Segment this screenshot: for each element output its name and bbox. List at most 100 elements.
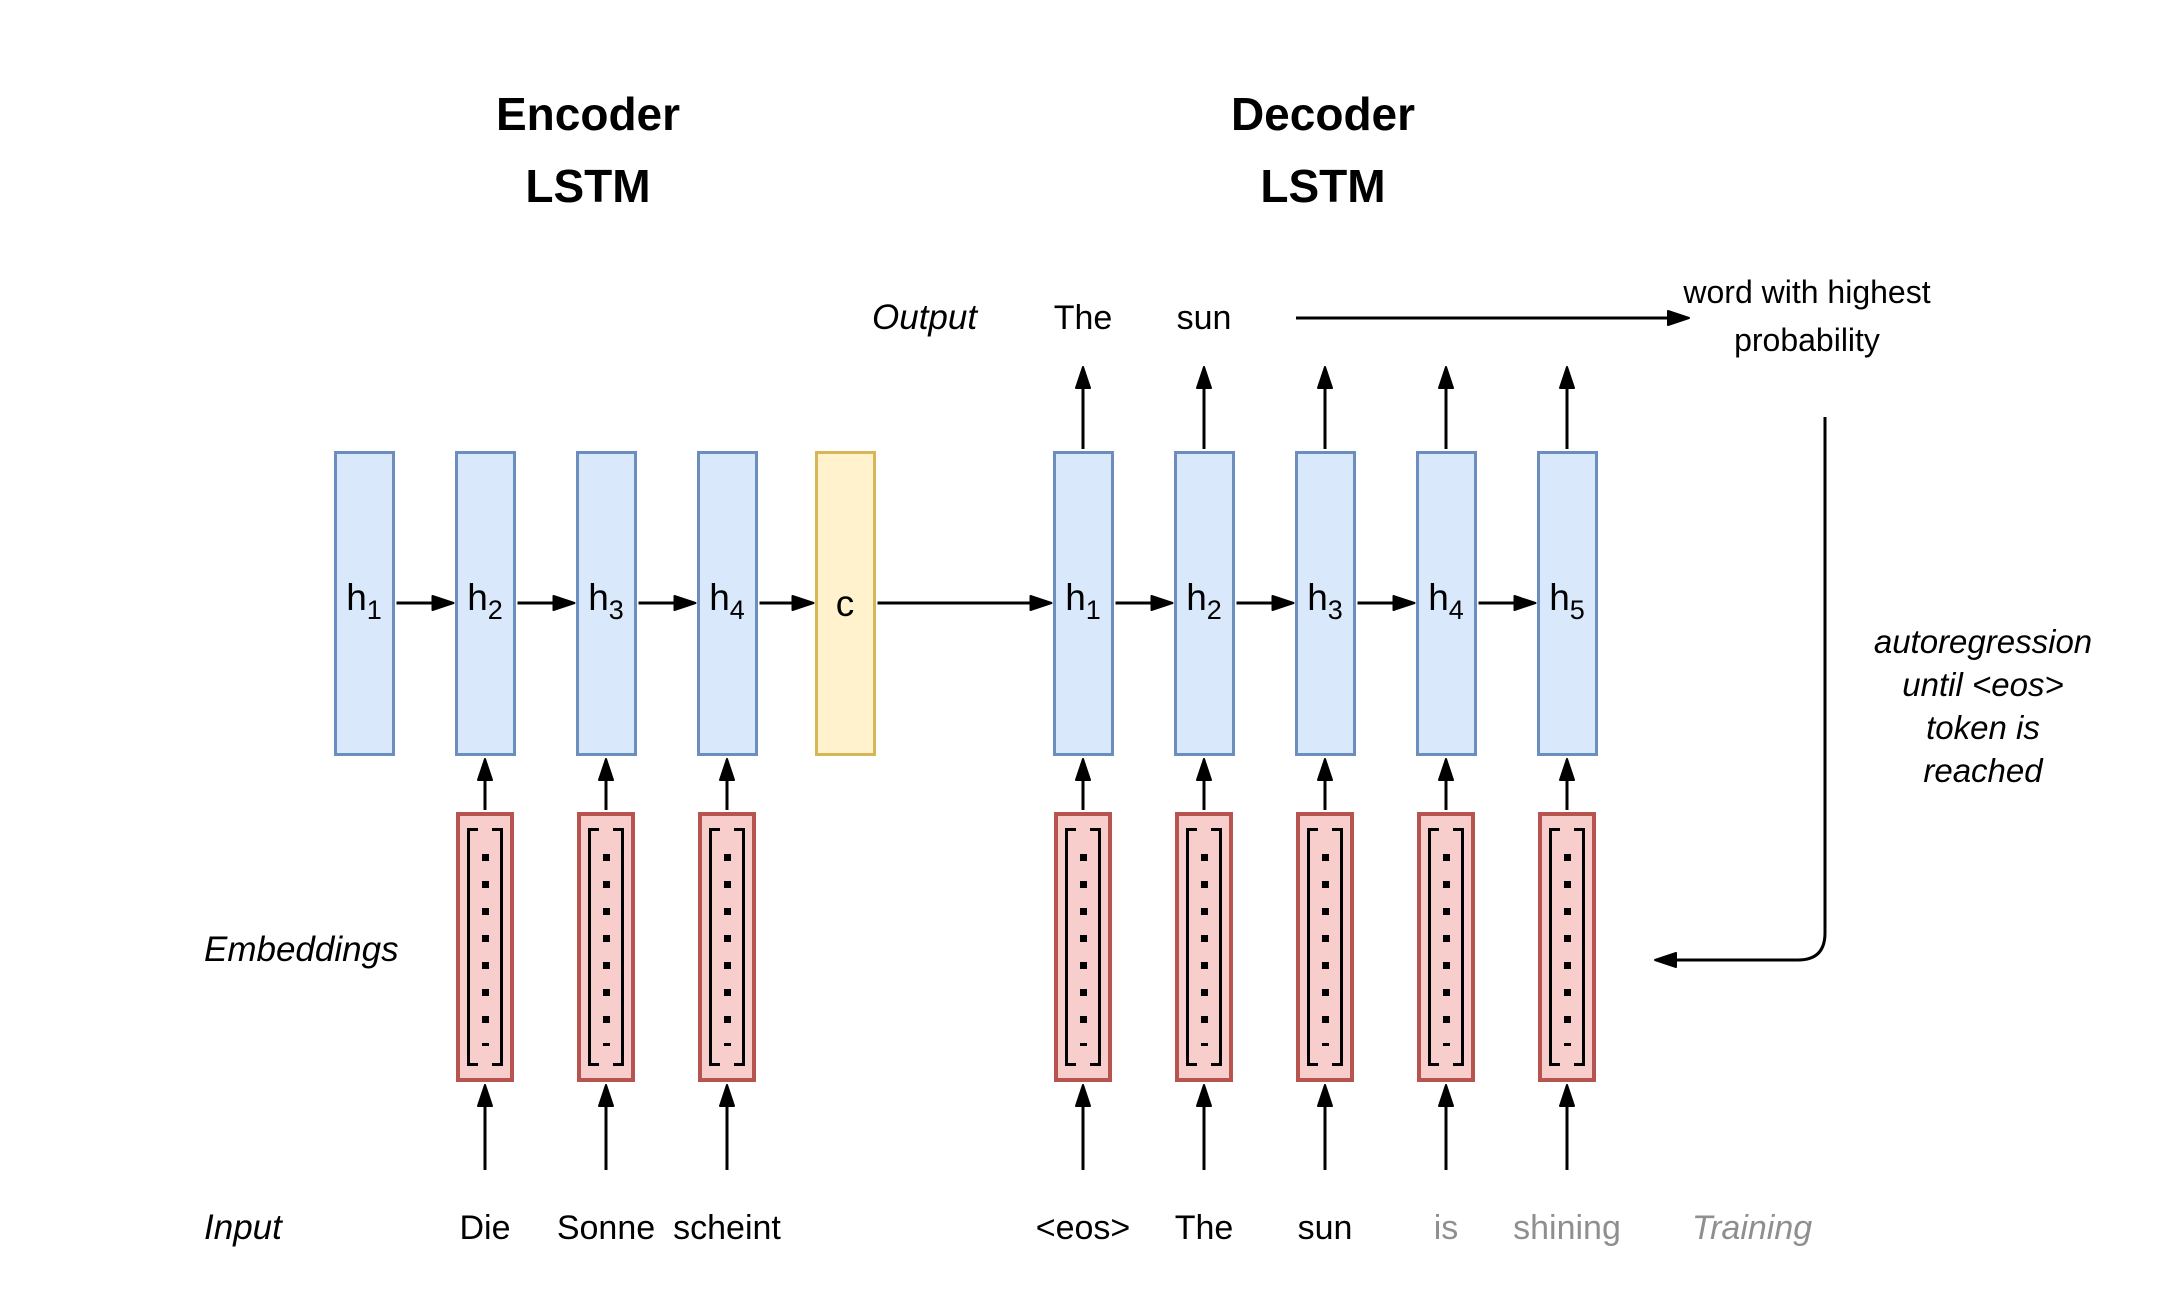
decoder-unit-h2: h2 — [1173, 451, 1235, 756]
decoder-unit-h4-base: h — [1428, 576, 1449, 618]
vector-dots — [481, 854, 489, 1046]
decoder-input-word: The — [1174, 1209, 1234, 1247]
decoder-unit-h5-subscript: 5 — [1569, 594, 1585, 625]
highest-probability-note-line2: probability — [1734, 322, 1880, 358]
output-row-label: Output — [872, 298, 978, 337]
encoder-title-line1: Encoder — [495, 88, 681, 140]
encoder-title-line2: LSTM — [525, 160, 651, 212]
vector-dots — [1563, 854, 1571, 1046]
vector-bracket-left — [1307, 828, 1318, 1066]
encoder-unit-h1-label: h1 — [346, 579, 382, 629]
encoder-unit-h4-base: h — [709, 576, 730, 618]
encoder-input-word: Die — [459, 1209, 511, 1247]
embedding-vector — [1417, 812, 1475, 1082]
decoder-unit-h3-base: h — [1307, 576, 1328, 618]
decoder-unit-h5: h5 — [1536, 451, 1598, 756]
autoregression-note-line2: until <eos> — [1902, 666, 2064, 703]
decoder-input-word: is — [1433, 1209, 1459, 1247]
vector-bracket-right — [734, 828, 745, 1066]
vector-bracket-left — [1549, 828, 1560, 1066]
embedding-vector — [1175, 812, 1233, 1082]
embedding-vector — [698, 812, 756, 1082]
encoder-unit-h4-label: h4 — [709, 579, 745, 629]
encoder-title: Encoder LSTM — [496, 78, 680, 222]
decoder-unit-h3-subscript: 3 — [1327, 594, 1343, 625]
decoder-input-word: sun — [1297, 1209, 1353, 1247]
encoder-unit-h4-subscript: 4 — [729, 594, 745, 625]
encoder-unit-h2-base: h — [467, 576, 488, 618]
embedding-vector — [1054, 812, 1112, 1082]
decoder-unit-h1: h1 — [1052, 451, 1114, 756]
encoder-unit-h2-label: h2 — [467, 579, 503, 629]
training-label: Training — [1691, 1209, 1813, 1247]
encoder-unit-h2: h2 — [454, 451, 516, 756]
vector-bracket-left — [588, 828, 599, 1066]
decoder-unit-h2-subscript: 2 — [1206, 594, 1222, 625]
context-vector-label: c — [835, 583, 855, 624]
decoder-unit-h1-base: h — [1065, 576, 1086, 618]
highest-probability-note-line1: word with highest — [1683, 274, 1931, 310]
embedding-vector — [456, 812, 514, 1082]
decoder-title-line1: Decoder — [1230, 88, 1416, 140]
vector-dots — [1321, 854, 1329, 1046]
vector-bracket-right — [613, 828, 624, 1066]
vector-bracket-right — [1332, 828, 1343, 1066]
embedding-vector — [1296, 812, 1354, 1082]
decoder-unit-h1-subscript: 1 — [1085, 594, 1101, 625]
decoder-input-word: <eos> — [1035, 1209, 1131, 1247]
output-word: The — [1053, 299, 1113, 337]
vector-bracket-left — [709, 828, 720, 1066]
embedding-vector — [577, 812, 635, 1082]
vector-bracket-left — [1428, 828, 1439, 1066]
vector-bracket-left — [467, 828, 478, 1066]
input-row-label: Input — [204, 1208, 282, 1247]
vector-dots — [1200, 854, 1208, 1046]
encoder-unit-h1: h1 — [333, 451, 395, 756]
vector-dots — [723, 854, 731, 1046]
decoder-unit-h4: h4 — [1415, 451, 1477, 756]
vector-bracket-right — [1090, 828, 1101, 1066]
encoder-unit-h2-subscript: 2 — [487, 594, 503, 625]
decoder-unit-h3-label: h3 — [1307, 579, 1343, 629]
encoder-unit-h1-base: h — [346, 576, 367, 618]
autoregression-note-line4: reached — [1923, 752, 2043, 789]
decoder-unit-h4-subscript: 4 — [1448, 594, 1464, 625]
autoregression-note: autoregression until <eos> token is reac… — [1874, 620, 2092, 792]
context-vector-box: c — [814, 451, 876, 756]
vector-bracket-left — [1065, 828, 1076, 1066]
decoder-unit-h2-label: h2 — [1186, 579, 1222, 629]
encoder-input-word: scheint — [673, 1209, 781, 1247]
decoder-unit-h5-label: h5 — [1549, 579, 1585, 629]
encoder-unit-h3-label: h3 — [588, 579, 624, 629]
arrow-autoregression-feedback — [1654, 417, 1827, 968]
output-word: sun — [1176, 299, 1232, 337]
encoder-unit-h3-subscript: 3 — [608, 594, 624, 625]
vector-dots — [1079, 854, 1087, 1046]
decoder-input-word: shining — [1513, 1209, 1621, 1247]
autoregression-note-line3: token is — [1926, 709, 2040, 746]
decoder-unit-h5-base: h — [1549, 576, 1570, 618]
decoder-unit-h3: h3 — [1294, 451, 1356, 756]
encoder-unit-h1-subscript: 1 — [366, 594, 382, 625]
autoregression-note-line1: autoregression — [1873, 623, 2093, 660]
decoder-title: Decoder LSTM — [1231, 78, 1415, 222]
decoder-unit-h2-base: h — [1186, 576, 1207, 618]
vector-bracket-right — [1211, 828, 1222, 1066]
embedding-vector — [1538, 812, 1596, 1082]
vector-bracket-right — [1453, 828, 1464, 1066]
decoder-title-line2: LSTM — [1260, 160, 1386, 212]
decoder-unit-h1-label: h1 — [1065, 579, 1101, 629]
vector-dots — [602, 854, 610, 1046]
encoder-unit-h3: h3 — [575, 451, 637, 756]
vector-bracket-right — [1574, 828, 1585, 1066]
vector-dots — [1442, 854, 1450, 1046]
encoder-unit-h4: h4 — [696, 451, 758, 756]
embeddings-row-label: Embeddings — [204, 930, 399, 969]
decoder-unit-h4-label: h4 — [1428, 579, 1464, 629]
encoder-unit-h3-base: h — [588, 576, 609, 618]
vector-bracket-left — [1186, 828, 1197, 1066]
highest-probability-note: word with highest probability — [1683, 268, 1930, 364]
encoder-input-word: Sonne — [556, 1209, 656, 1247]
